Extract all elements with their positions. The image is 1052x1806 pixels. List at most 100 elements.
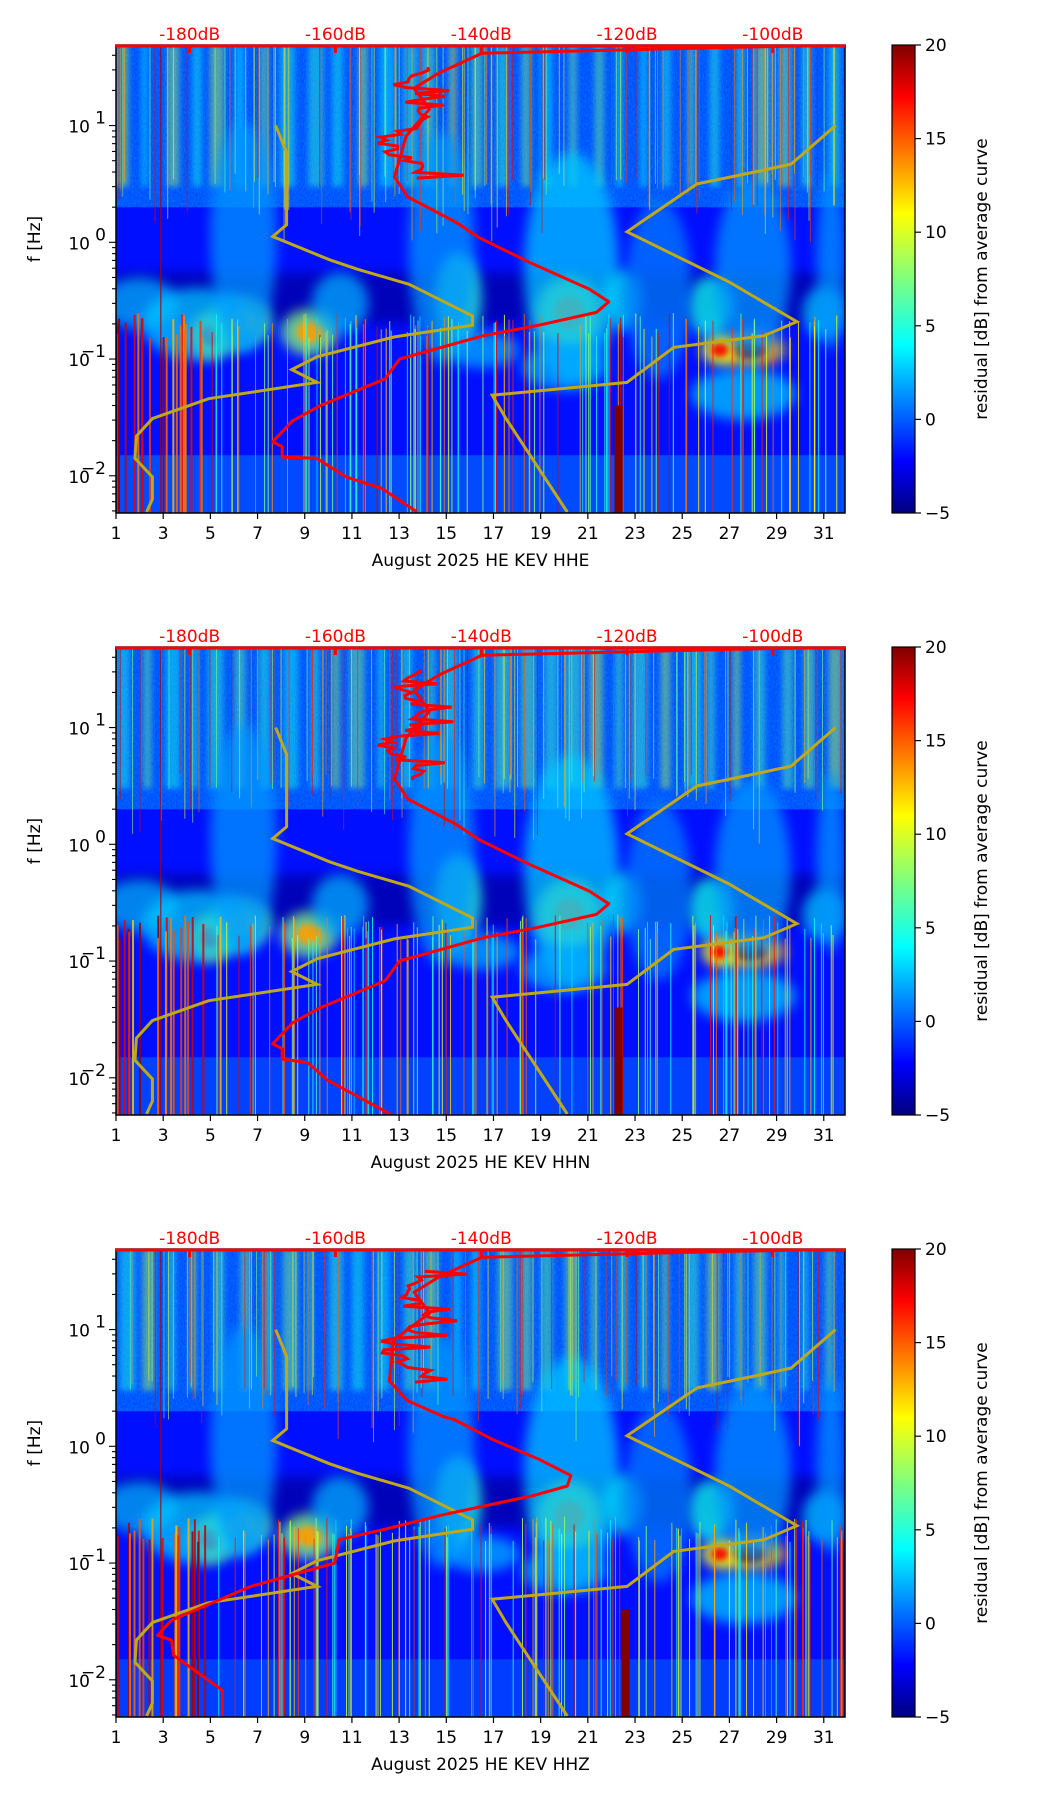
heatmap-hf-column [141, 45, 148, 187]
x-tick-label: 13 [388, 1728, 410, 1748]
x-tick-label: 17 [483, 1728, 505, 1748]
colorbar: 20 15 10 5 0 −5 residual [dB] from average cur… [891, 638, 992, 1126]
nlnm-curve [133, 727, 474, 1115]
colorbar-tick-label: 15 [925, 732, 947, 752]
x-tick-label: 3 [158, 1126, 169, 1146]
colorbar-gradient [891, 44, 916, 514]
x-axis-label: August 2025 HE KEV HHZ [371, 1755, 590, 1775]
heatmap-hf-column [213, 1249, 225, 1391]
heatmap-hf-column [258, 647, 271, 789]
x-tick-label: 13 [388, 1126, 410, 1146]
heatmap-blob [521, 946, 607, 993]
x-tick-label: 21 [577, 1728, 599, 1748]
db-tick-label: -160dB [305, 25, 366, 45]
heatmap-hf-column [662, 45, 671, 187]
heatmap-blob-core [711, 342, 729, 357]
spectrogram-heatmap [116, 45, 845, 513]
x-tick-label: 7 [252, 1126, 263, 1146]
y-tick-label: 10 [68, 234, 90, 254]
heatmap-hf-column [732, 647, 741, 789]
heatmap-blob [691, 1572, 796, 1624]
db-tick-label: -100dB [742, 25, 803, 45]
heatmap-hf-column [349, 647, 365, 789]
heatmap-hf-column [615, 45, 623, 187]
y-tick-label: 10 [68, 1438, 90, 1458]
heatmap-hf-column [686, 1249, 699, 1391]
heatmap-blob [715, 1382, 791, 1563]
x-tick-label: 9 [299, 1728, 310, 1748]
x-tick-label: 29 [766, 1126, 788, 1146]
nhnm-curve [489, 124, 837, 513]
y-tick-label: 10 [68, 836, 90, 856]
heatmap-hf-column [207, 647, 224, 789]
x-tick-label: 19 [530, 1728, 552, 1748]
x-tick-label: 29 [766, 524, 788, 544]
db-tick-label: -140dB [451, 1229, 512, 1249]
heatmap-hf-column [210, 45, 224, 187]
x-tick-label: 3 [158, 524, 169, 544]
heatmap-hf-column [119, 1249, 136, 1391]
heatmap-hf-column [428, 647, 436, 789]
x-tick-label: 5 [205, 1126, 216, 1146]
db-tick-label: -160dB [305, 627, 366, 647]
heatmap-hf-column [589, 647, 603, 789]
x-tick-label: 11 [341, 1126, 363, 1146]
db-tick-label: -120dB [597, 1229, 658, 1249]
heatmap-hf-column [377, 647, 385, 789]
heatmap-hf-column [801, 45, 811, 187]
y-tick-label: 10 [68, 720, 90, 740]
y-tick-label: 10 [68, 953, 90, 973]
heatmap-blob [715, 178, 791, 359]
heatmap-blob [625, 1402, 692, 1583]
nhnm-curve [489, 1328, 837, 1717]
colorbar-tick-label: 10 [925, 223, 947, 243]
y-tick-label: 10 [68, 1555, 90, 1575]
nlnm-curve [133, 1329, 474, 1717]
heatmap-hf-column [828, 647, 842, 789]
heatmap-hf-column [351, 1249, 364, 1391]
heatmap-blob [524, 754, 619, 986]
heatmap-hf-column [520, 1249, 532, 1391]
heatmap-hf-column [448, 45, 457, 187]
heatmap-blob [408, 132, 475, 364]
heatmap-lf-band [116, 455, 845, 513]
db-tick-label: -120dB [597, 25, 658, 45]
x-tick-label: 15 [435, 1126, 457, 1146]
heatmap-blob [210, 1325, 277, 1558]
x-tick-label: 27 [719, 1126, 741, 1146]
heatmap-hf-column [541, 1249, 553, 1391]
y-tick-exponent: −1 [81, 944, 106, 964]
mean-psd-wiggle [377, 669, 454, 781]
x-tick-label: 3 [158, 1728, 169, 1748]
x-tick-label: 19 [530, 1126, 552, 1146]
db-tick-label: -140dB [451, 627, 512, 647]
y-tick-exponent: 0 [95, 827, 106, 847]
heatmap-hf-column [496, 45, 508, 187]
db-tick-label: -140dB [451, 25, 512, 45]
x-tick-label: 1 [111, 1126, 122, 1146]
nhnm-curve [489, 726, 837, 1115]
y-axis-label: f [Hz] [25, 216, 45, 262]
heatmap-hf-column [661, 1249, 669, 1391]
heatmap-hf-column [167, 1249, 176, 1391]
heatmap-hf-column [376, 1249, 390, 1391]
db-tick-label: -120dB [597, 627, 658, 647]
heatmap-hf-column [736, 45, 745, 187]
heatmap-hf-column [709, 45, 720, 187]
colorbar-gradient [891, 1248, 916, 1718]
db-tick-label: -180dB [159, 627, 220, 647]
heatmap-hf-column [165, 647, 181, 789]
y-tick-exponent: −2 [81, 459, 106, 479]
y-tick-label: 10 [68, 1070, 90, 1090]
heatmap-blob [408, 734, 475, 966]
x-tick-label: 25 [671, 524, 693, 544]
heatmap-hf-column [825, 1249, 834, 1391]
colorbar-tick-label: −5 [925, 504, 950, 524]
x-tick-label: 9 [299, 1126, 310, 1146]
heatmap-blob [524, 1356, 619, 1588]
colorbar-tick-label: 0 [925, 1614, 936, 1634]
heatmap-blob-core [296, 321, 323, 343]
spectrogram-heatmap [116, 647, 845, 1115]
colorbar-tick-label: 20 [925, 1240, 947, 1260]
x-tick-label: 5 [205, 1728, 216, 1748]
